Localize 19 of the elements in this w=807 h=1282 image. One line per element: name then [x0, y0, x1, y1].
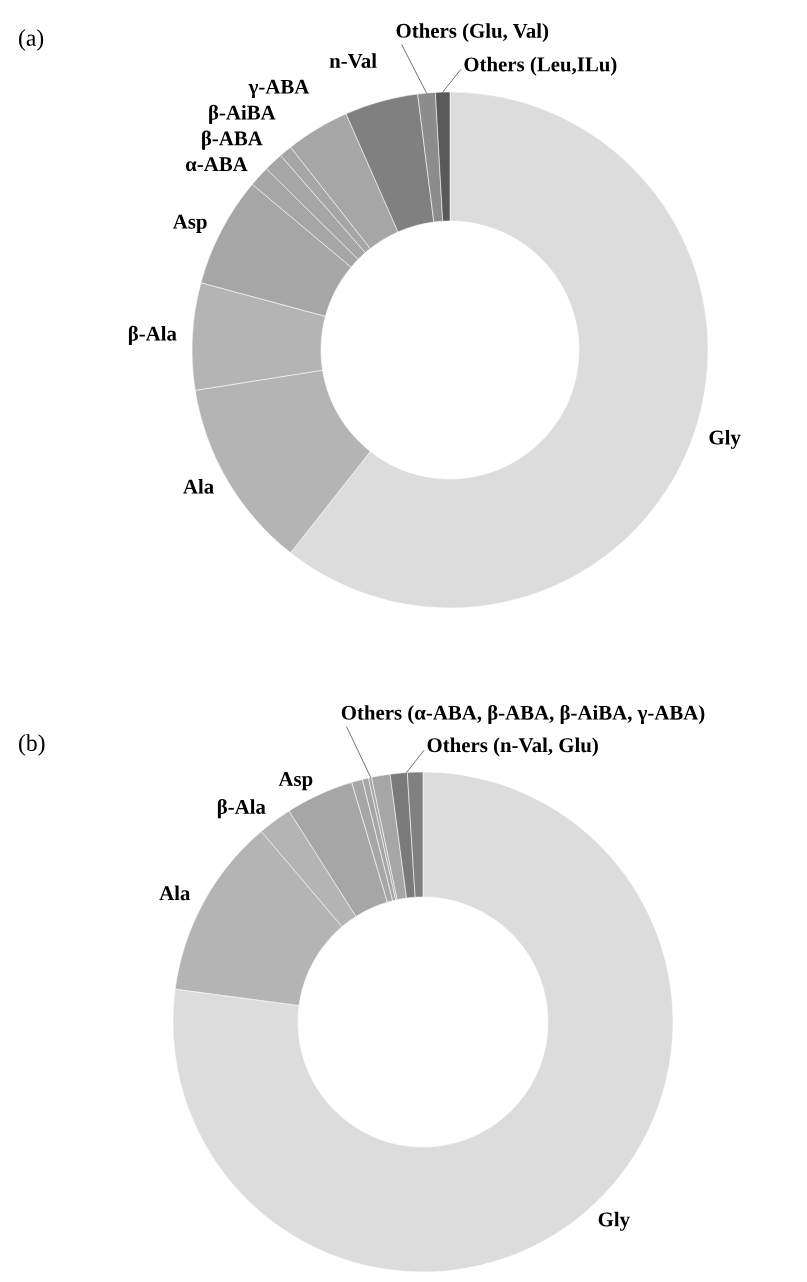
slice-label: Asp — [278, 772, 313, 791]
slice-label: β-Ala — [217, 799, 266, 819]
slice-label: Others (n-Val, Glu) — [427, 737, 598, 757]
slice-label: γ-ABA — [248, 79, 310, 98]
slice-label: Asp — [172, 214, 207, 233]
slice-label: α-ABA — [185, 157, 248, 172]
chart-title: (a) — [19, 29, 44, 51]
slice-label: Others (α-ABA, β-ABA, β-AiBA, γ-ABA) — [341, 704, 705, 725]
slice-label: β-ABA — [202, 130, 263, 150]
slice-label: β-Ala — [128, 325, 177, 345]
slice-label: β-AiBA — [209, 104, 276, 124]
slice-label: Gly — [709, 429, 741, 449]
slice-label: Gly — [598, 1211, 630, 1231]
slice-label: Ala — [183, 479, 214, 494]
text: (b) — [19, 734, 45, 756]
slice-label: Others (Glu, Val) — [396, 23, 549, 43]
slice-label: Ala — [159, 885, 191, 901]
slice-label: Others (Leu,ILu) — [464, 56, 617, 76]
slice-label: n-Val — [329, 53, 377, 69]
